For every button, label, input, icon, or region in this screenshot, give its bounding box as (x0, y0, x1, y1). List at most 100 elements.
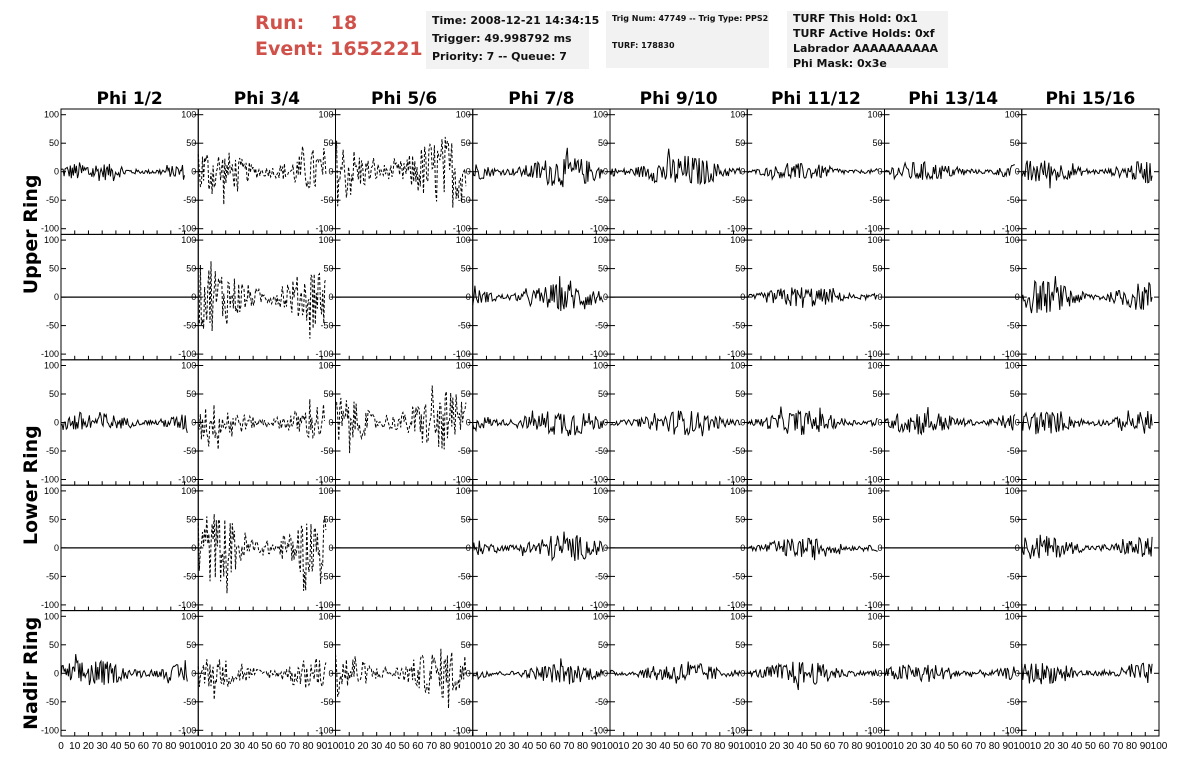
ytick-label-1-0-100: 100 (44, 235, 59, 245)
ytick-label-2-0-0: 0 (54, 418, 59, 428)
ytick-label-2-7--100: -100 (1002, 475, 1020, 485)
ytick-label-2-4-100: 100 (593, 361, 608, 371)
ytick-label-4-1-50: 50 (186, 640, 196, 650)
xtick-label-3-10: 10 (481, 741, 493, 752)
ytick-label-3-1--50: -50 (183, 571, 196, 581)
ytick-label-3-7--100: -100 (1002, 600, 1020, 610)
column-title-0: Phi 1/2 (97, 89, 163, 109)
ytick-label-3-5--100: -100 (727, 600, 745, 610)
ytick-label-4-5-0: 0 (740, 668, 745, 678)
ytick-label-1-7-100: 100 (1005, 235, 1020, 245)
xtick-label-7-50: 50 (1085, 741, 1097, 752)
ytick-label-3-7-100: 100 (1005, 486, 1020, 496)
ytick-label-0-6--100: -100 (864, 224, 882, 234)
ytick-label-4-1-0: 0 (191, 668, 196, 678)
xtick-label-6-20: 20 (906, 741, 918, 752)
ytick-label-4-6-0: 0 (877, 668, 882, 678)
ytick-label-2-5--100: -100 (727, 475, 745, 485)
ytick-label-0-1--50: -50 (183, 195, 196, 205)
time-info-box: Time: 2008-12-21 14:34:15 Trigger: 49.99… (426, 11, 599, 69)
waveform-4-0 (60, 654, 188, 686)
ytick-label-1-1--50: -50 (183, 321, 196, 331)
xtick-label-2-30: 30 (371, 741, 383, 752)
xtick-label-3-80: 80 (577, 741, 589, 752)
ytick-label-3-5-0: 0 (740, 543, 745, 553)
ytick-label-1-7-50: 50 (1010, 264, 1020, 274)
xtick-label-6-10: 10 (893, 741, 905, 752)
xtick-label-7-100: 100 (1151, 741, 1168, 752)
ytick-label-4-1--100: -100 (178, 725, 196, 735)
waveform-4-6 (884, 664, 1016, 683)
ytick-label-0-6--50: -50 (869, 195, 882, 205)
ytick-label-3-0--100: -100 (41, 600, 59, 610)
xtick-label-7-10: 10 (1030, 741, 1042, 752)
ytick-label-2-3-100: 100 (456, 361, 471, 371)
ytick-label-0-1--100: -100 (178, 224, 196, 234)
ytick-label-2-2--50: -50 (320, 446, 333, 456)
ytick-label-0-3--100: -100 (453, 224, 471, 234)
ytick-label-0-5--100: -100 (727, 224, 745, 234)
ytick-label-3-1-50: 50 (186, 514, 196, 524)
xtick-label-4-70: 70 (701, 741, 713, 752)
waveform-2-7 (1021, 410, 1153, 435)
waveform-2-0 (60, 411, 188, 434)
ytick-label-3-7-50: 50 (1010, 514, 1020, 524)
ytick-label-0-4--100: -100 (590, 224, 608, 234)
ytick-label-0-5-50: 50 (735, 138, 745, 148)
xtick-label-3-20: 20 (495, 741, 507, 752)
xtick-label-6-90: 90 (1002, 741, 1014, 752)
column-title-3: Phi 7/8 (508, 89, 574, 109)
xtick-label-5-20: 20 (769, 741, 781, 752)
ytick-label-0-3-50: 50 (461, 138, 471, 148)
xtick-label-7-30: 30 (1057, 741, 1069, 752)
ytick-label-2-6--50: -50 (869, 446, 882, 456)
xtick-label-6-70: 70 (975, 741, 987, 752)
xtick-label-1-100: 100 (327, 741, 344, 752)
xtick-label-7-60: 60 (1099, 741, 1111, 752)
xtick-label-2-60: 60 (412, 741, 424, 752)
waveform-0-7 (1021, 160, 1153, 189)
ytick-label-2-6--100: -100 (864, 475, 882, 485)
ytick-label-0-3-0: 0 (466, 167, 471, 177)
ytick-label-2-2-0: 0 (328, 418, 333, 428)
ytick-label-0-7-50: 50 (1010, 138, 1020, 148)
ytick-label-4-2-50: 50 (323, 640, 333, 650)
ytick-label-1-4-100: 100 (593, 235, 608, 245)
ytick-label-3-2-100: 100 (318, 486, 333, 496)
ytick-label-3-5-50: 50 (735, 514, 745, 524)
ytick-label-4-5-50: 50 (735, 640, 745, 650)
xtick-label-3-50: 50 (536, 741, 548, 752)
waveform-0-0 (60, 162, 185, 182)
waveform-2-5 (747, 406, 878, 435)
turf-info-box: TURF This Hold: 0x1 TURF Active Holds: 0… (787, 11, 948, 70)
ytick-label-1-4-50: 50 (598, 264, 608, 274)
ytick-label-0-7-100: 100 (1005, 110, 1020, 120)
ytick-label-2-7-50: 50 (1010, 389, 1020, 399)
ytick-label-4-7-100: 100 (1005, 611, 1020, 621)
event-row: Event: 1652221 (255, 36, 423, 62)
ytick-label-1-3-100: 100 (456, 235, 471, 245)
ytick-label-1-5-100: 100 (730, 235, 745, 245)
ytick-label-2-0--100: -100 (41, 475, 59, 485)
ytick-label-3-2--50: -50 (320, 571, 333, 581)
ytick-label-3-4-50: 50 (598, 514, 608, 524)
ytick-label-1-4--50: -50 (595, 321, 608, 331)
turf-hold-text: TURF This Hold: 0x1 (793, 12, 918, 25)
waveform-3-3 (472, 531, 604, 562)
ytick-label-4-4--50: -50 (595, 697, 608, 707)
ring-label-2: Nadir Ring (20, 617, 42, 730)
ytick-label-1-7--100: -100 (1002, 349, 1020, 359)
xtick-label-3-40: 40 (522, 741, 534, 752)
ytick-label-2-1--100: -100 (178, 475, 196, 485)
waveform-1-1 (197, 261, 327, 339)
column-title-1: Phi 3/4 (234, 89, 300, 109)
waveform-0-3 (472, 147, 604, 188)
ytick-label-2-7-100: 100 (1005, 361, 1020, 371)
ytick-label-4-4-50: 50 (598, 640, 608, 650)
ytick-label-3-0--50: -50 (46, 571, 59, 581)
ytick-label-3-0-50: 50 (49, 514, 59, 524)
ytick-label-1-6--50: -50 (869, 321, 882, 331)
xtick-label-5-100: 100 (876, 741, 893, 752)
ytick-label-2-3--100: -100 (453, 475, 471, 485)
ytick-label-3-3-0: 0 (466, 543, 471, 553)
